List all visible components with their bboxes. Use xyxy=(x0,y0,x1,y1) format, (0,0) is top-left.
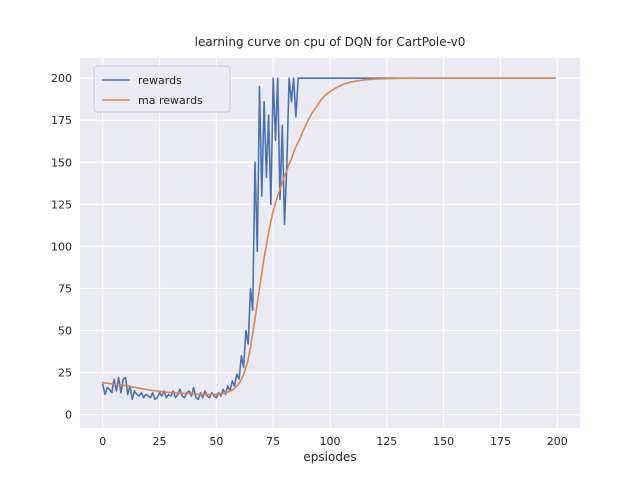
y-tick-label: 150 xyxy=(51,156,72,169)
chart-title: learning curve on cpu of DQN for CartPol… xyxy=(195,35,466,49)
legend-label-rewards: rewards xyxy=(138,74,182,87)
x-tick-label: 200 xyxy=(547,435,568,448)
y-tick-label: 50 xyxy=(58,324,72,337)
x-tick-label: 50 xyxy=(209,435,223,448)
x-tick-label: 75 xyxy=(266,435,280,448)
x-tick-label: 175 xyxy=(490,435,511,448)
x-tick-label: 150 xyxy=(433,435,454,448)
legend: rewards ma rewards xyxy=(93,65,231,113)
x-axis-label: epsiodes xyxy=(303,450,356,464)
y-tick-label: 125 xyxy=(51,198,72,211)
y-tick-label: 100 xyxy=(51,240,72,253)
x-tick-label: 0 xyxy=(99,435,106,448)
series-line-ma-rewards xyxy=(101,77,556,396)
legend-label-ma-rewards: ma rewards xyxy=(138,94,203,107)
x-tick-label: 100 xyxy=(320,435,341,448)
axes-layer: 0 25 50 75 100 125 150 175 200 0 25 50 75 100 125 150 17… xyxy=(51,58,580,448)
series-line-rewards xyxy=(101,77,556,401)
y-tick-label: 75 xyxy=(58,282,72,295)
y-tick-label: 25 xyxy=(58,367,72,380)
y-tick-label: 200 xyxy=(51,72,72,85)
y-tick-label: 0 xyxy=(65,409,72,422)
x-tick-label: 25 xyxy=(153,435,167,448)
y-tick-label: 175 xyxy=(51,114,72,127)
x-tick-label: 125 xyxy=(376,435,397,448)
